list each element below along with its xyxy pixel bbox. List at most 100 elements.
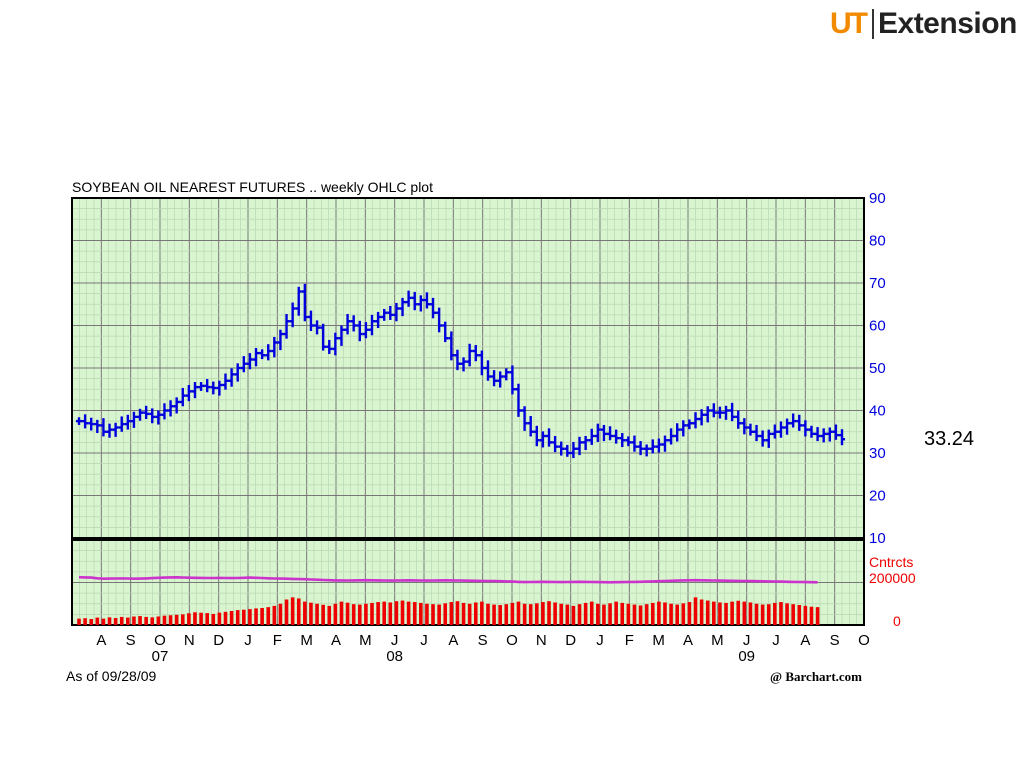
ohlc-bar (271, 336, 278, 358)
ohlc-bar (539, 431, 546, 448)
ohlc-bar (649, 439, 656, 454)
ohlc-bar (124, 414, 131, 430)
volume-bar (669, 603, 673, 625)
volume-bar (699, 599, 704, 625)
ohlc-bar (588, 428, 595, 445)
ohlc-bar (790, 413, 797, 428)
month-label: O (154, 632, 166, 649)
price-tick-label: 10 (869, 530, 886, 547)
ohlc-bar (625, 436, 632, 447)
volume-bar (156, 616, 161, 625)
volume-bar (522, 603, 527, 625)
ohlc-bar (185, 385, 192, 402)
price-tick-label: 40 (869, 403, 886, 420)
ohlc-bar (417, 295, 424, 312)
price-tick-label: 50 (869, 360, 886, 377)
volume-bar (498, 605, 502, 625)
chart-title: SOYBEAN OIL NEAREST FUTURES .. weekly OH… (72, 179, 433, 195)
ohlc-bar (497, 371, 504, 388)
volume-bar (242, 609, 246, 625)
ohlc-bar (338, 325, 345, 346)
ohlc-bar (289, 302, 296, 328)
month-label: J (772, 632, 780, 649)
volume-bar (528, 604, 533, 625)
ohlc-bar (838, 429, 846, 446)
volume-bar (327, 605, 332, 625)
month-label: O (858, 632, 870, 649)
ohlc-bar (491, 370, 498, 387)
volume-bar (132, 616, 136, 625)
month-label: J (743, 632, 751, 649)
ohlc-bar (484, 360, 492, 381)
month-label: A (800, 632, 810, 649)
ohlc-bar (356, 320, 363, 342)
month-label: N (184, 632, 195, 649)
ohlc-bar (143, 405, 150, 419)
ohlc-bar (155, 410, 162, 425)
ohlc-bar (747, 423, 754, 436)
volume-bar (516, 601, 521, 625)
ohlc-bar (405, 290, 412, 307)
ohlc-bar (191, 382, 199, 399)
ohlc-bar (716, 406, 723, 419)
month-label: F (625, 632, 634, 649)
volume-bar (449, 602, 454, 625)
ohlc-bar (600, 424, 607, 442)
ohlc-bar (545, 428, 553, 447)
ohlc-bar (393, 302, 400, 322)
volume-bar (748, 602, 753, 625)
month-label: A (683, 632, 693, 649)
ohlc-bar (320, 323, 327, 351)
volume-bar (480, 601, 484, 625)
price-tick-label: 30 (869, 445, 886, 462)
ohlc-bar (149, 408, 156, 424)
ohlc-bar (375, 311, 382, 329)
volume-bar (89, 619, 94, 625)
ohlc-bar (741, 418, 748, 435)
ohlc-bar (820, 428, 827, 443)
month-label: S (478, 632, 488, 649)
volume-bar (718, 602, 722, 625)
volume-bar (138, 616, 142, 625)
volume-bar (644, 604, 649, 625)
ohlc-bar (521, 406, 528, 431)
ohlc-bar (802, 420, 809, 437)
volume-bar (766, 604, 771, 625)
ohlc-bar (301, 283, 308, 322)
ohlc-bar (527, 416, 534, 437)
year-label: 07 (152, 648, 169, 665)
volume-bar (419, 602, 423, 625)
volume-bar (650, 602, 655, 625)
ohlc-bar (814, 427, 821, 442)
volume-bar (773, 602, 777, 625)
ohlc-bar (100, 418, 107, 437)
volume-bar (260, 608, 264, 625)
ohlc-bar (668, 428, 675, 445)
ohlc-bar (655, 438, 662, 453)
volume-bar (687, 602, 692, 625)
ohlc-bar (259, 349, 266, 360)
ohlc-bar (423, 292, 430, 309)
as-of-date: As of 09/28/09 (66, 668, 157, 684)
volume-bar (443, 603, 448, 625)
ohlc-bar (826, 427, 833, 442)
ohlc-bar (234, 363, 241, 382)
volume-bar (425, 603, 429, 625)
month-label: S (126, 632, 136, 649)
logo-text: Extension (878, 7, 1017, 40)
ohlc-bar (698, 409, 705, 426)
ohlc-bar (686, 419, 693, 430)
volume-bar (705, 600, 710, 625)
ohlc-bar (784, 418, 791, 435)
volume-bar (235, 610, 240, 625)
volume-bars (77, 597, 820, 625)
ohlc-bar (472, 345, 479, 362)
price-tick-label: 80 (869, 233, 886, 250)
volume-bar (248, 609, 252, 625)
ut-extension-logo: UT Extension (830, 4, 1017, 44)
volume-bar (730, 601, 734, 625)
ohlc-bar (765, 429, 772, 448)
month-label: M (359, 632, 372, 649)
volume-bar (217, 612, 222, 625)
volume-bar (675, 604, 679, 625)
